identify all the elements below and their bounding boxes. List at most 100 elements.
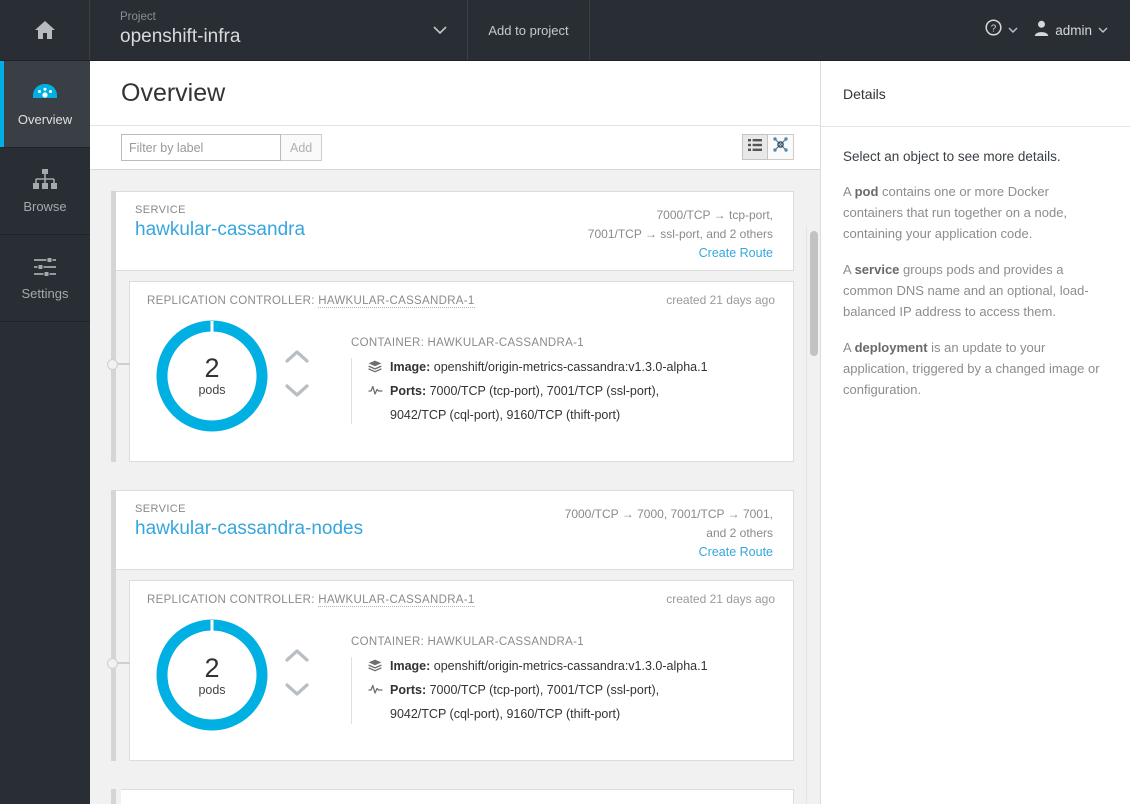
rc-created-time: created 21 days ago bbox=[666, 293, 775, 308]
dashboard-icon bbox=[32, 83, 58, 106]
replication-controller-card: REPLICATION CONTROLLER: HAWKULAR-CASSAND… bbox=[107, 580, 794, 762]
topology-view-icon bbox=[773, 137, 788, 157]
rc-label-text: REPLICATION CONTROLLER: bbox=[147, 594, 315, 607]
container-ports-text: Ports: 7000/TCP (tcp-port), 7001/TCP (ss… bbox=[390, 681, 659, 700]
pod-donut-chart[interactable]: 2 pods bbox=[153, 317, 271, 435]
add-to-project-button[interactable]: Add to project bbox=[468, 0, 590, 60]
home-icon bbox=[34, 20, 56, 40]
service-ports-line: 7000/TCP → tcp-port, bbox=[656, 208, 774, 222]
service-kind-label: SERVICE bbox=[135, 204, 186, 216]
rc-name-link[interactable]: HAWKULAR-CASSANDRA-1 bbox=[318, 295, 475, 309]
pod-para-prefix: A bbox=[843, 184, 855, 199]
service-meta: 7000/TCP → 7000, 7001/TCP → 7001, and 2 … bbox=[565, 503, 773, 559]
top-navigation-bar: Project openshift-infra Add to project ? bbox=[0, 0, 1130, 61]
sidebar-item-settings[interactable]: Settings bbox=[0, 235, 90, 322]
pod-donut-center: 2 pods bbox=[153, 317, 271, 435]
rc-header: REPLICATION CONTROLLER: HAWKULAR-CASSAND… bbox=[130, 581, 793, 608]
ports-value: 7000/TCP (tcp-port), 7001/TCP (ssl-port)… bbox=[429, 683, 660, 698]
sidebar-item-browse[interactable]: Browse bbox=[0, 148, 90, 235]
image-label: Image: bbox=[390, 659, 431, 674]
sidebar: Overview Browse Settings bbox=[0, 61, 90, 804]
pod-para-body: contains one or more Docker containers t… bbox=[843, 184, 1068, 242]
help-menu[interactable]: ? bbox=[985, 19, 1018, 41]
chevron-down-icon bbox=[433, 22, 447, 40]
service-group-partial bbox=[111, 789, 794, 804]
project-selector[interactable]: Project openshift-infra bbox=[90, 0, 468, 60]
ports-label: Ports: bbox=[390, 383, 427, 398]
scrollbar[interactable] bbox=[806, 227, 820, 804]
user-menu[interactable]: admin bbox=[1034, 20, 1108, 41]
details-panel: Details Select an object to see more det… bbox=[820, 61, 1130, 804]
add-filter-button[interactable]: Add bbox=[281, 134, 323, 161]
deployment-para-body: is an update to your application, trigge… bbox=[843, 340, 1100, 398]
scale-up-icon[interactable] bbox=[285, 649, 309, 667]
service-identity: SERVICE hawkular-cassandra-nodes bbox=[135, 503, 363, 559]
pod-scaling-block: 2 pods bbox=[147, 616, 347, 734]
service-keyword: service bbox=[854, 262, 900, 278]
sidebar-filler bbox=[0, 322, 90, 522]
pod-unit-label: pods bbox=[198, 383, 226, 398]
image-value: openshift/origin-metrics-cassandra:v1.3.… bbox=[433, 360, 708, 375]
sidebar-item-label: Browse bbox=[23, 199, 67, 214]
container-image-row: Image: openshift/origin-metrics-cassandr… bbox=[368, 657, 775, 676]
scale-down-icon[interactable] bbox=[285, 683, 309, 701]
service-ports-line: 7000/TCP → 7000, 7001/TCP → 7001, bbox=[564, 507, 773, 522]
container-title: CONTAINER: HAWKULAR-CASSANDRA-1 bbox=[351, 636, 584, 649]
page-title: Overview bbox=[121, 78, 226, 107]
container-ports-continued: 9042/TCP (cql-port), 9160/TCP (thift-por… bbox=[390, 706, 621, 721]
container-title: CONTAINER: HAWKULAR-CASSANDRA-1 bbox=[351, 337, 584, 350]
sidebar-item-overview[interactable]: Overview bbox=[0, 61, 90, 148]
service-ports-line: and 2 others bbox=[706, 525, 773, 540]
service-header-partial bbox=[121, 789, 794, 804]
rc-body: 2 pods bbox=[130, 606, 793, 760]
service-para-body: groups pods and provides a common DNS na… bbox=[843, 262, 1089, 320]
service-group: SERVICE hawkular-cassandra 7000/TCP → tc… bbox=[107, 191, 794, 463]
scale-controls bbox=[285, 649, 309, 701]
rc-name-link[interactable]: HAWKULAR-CASSANDRA-1 bbox=[318, 594, 475, 608]
filter-by-label-input[interactable] bbox=[121, 134, 281, 161]
topbar-actions: ? admin bbox=[985, 0, 1130, 60]
deployment-para-prefix: A bbox=[843, 340, 855, 356]
pod-scaling-block: 2 pods bbox=[147, 317, 347, 435]
home-button[interactable] bbox=[0, 0, 90, 60]
sliders-icon bbox=[33, 256, 57, 280]
layers-icon bbox=[368, 657, 390, 676]
container-ports-row: Ports: 7000/TCP (tcp-port), 7001/TCP (ss… bbox=[368, 382, 775, 401]
scrollbar-thumb[interactable] bbox=[810, 231, 818, 356]
details-panel-body: Select an object to see more details. A … bbox=[821, 127, 1130, 400]
scale-down-icon[interactable] bbox=[285, 384, 309, 402]
create-route-link[interactable]: Create Route bbox=[698, 246, 773, 261]
main-content: Overview Add bbox=[90, 61, 820, 804]
service-connector-icon bbox=[107, 658, 130, 670]
pod-keyword: pod bbox=[854, 184, 879, 199]
scale-controls bbox=[285, 350, 309, 402]
list-view-button[interactable] bbox=[742, 134, 768, 160]
user-icon bbox=[1034, 20, 1049, 41]
details-pod-paragraph: A pod contains one or more Docker contai… bbox=[843, 181, 1106, 244]
service-name-link[interactable]: hawkular-cassandra-nodes bbox=[135, 518, 364, 540]
service-ports-line: 7001/TCP → ssl-port, and 2 others bbox=[587, 226, 773, 241]
ports-value: 7000/TCP (tcp-port), 7001/TCP (ssl-port)… bbox=[429, 383, 660, 398]
rc-body: 2 pods bbox=[130, 307, 793, 461]
service-meta: 7000/TCP → tcp-port, 7001/TCP → ssl-port… bbox=[588, 204, 773, 260]
service-name-link[interactable]: hawkular-cassandra bbox=[135, 219, 306, 240]
service-header: SERVICE hawkular-cassandra 7000/TCP → tc… bbox=[116, 191, 794, 272]
scale-up-icon[interactable] bbox=[285, 350, 309, 368]
service-connector-icon bbox=[107, 359, 130, 371]
create-route-link[interactable]: Create Route bbox=[698, 545, 773, 560]
list-view-icon bbox=[748, 138, 762, 156]
pod-count: 2 bbox=[204, 652, 220, 683]
container-detail-list: Image: openshift/origin-metrics-cassandr… bbox=[351, 657, 775, 724]
pulse-icon bbox=[368, 681, 390, 700]
filter-toolbar: Add bbox=[90, 126, 820, 170]
container-info: CONTAINER: HAWKULAR-CASSANDRA-1 bbox=[347, 317, 775, 435]
ports-label: Ports: bbox=[390, 683, 427, 698]
pod-donut-chart[interactable]: 2 pods bbox=[153, 616, 271, 734]
service-header: SERVICE hawkular-cassandra-nodes 7000/TC… bbox=[116, 490, 794, 571]
user-name: admin bbox=[1055, 22, 1092, 38]
topology-view-button[interactable] bbox=[768, 134, 794, 160]
container-image-text: Image: openshift/origin-metrics-cassandr… bbox=[390, 657, 708, 676]
service-identity: SERVICE hawkular-cassandra bbox=[135, 204, 305, 260]
help-circle-icon: ? bbox=[985, 19, 1002, 41]
pulse-icon bbox=[368, 382, 390, 401]
